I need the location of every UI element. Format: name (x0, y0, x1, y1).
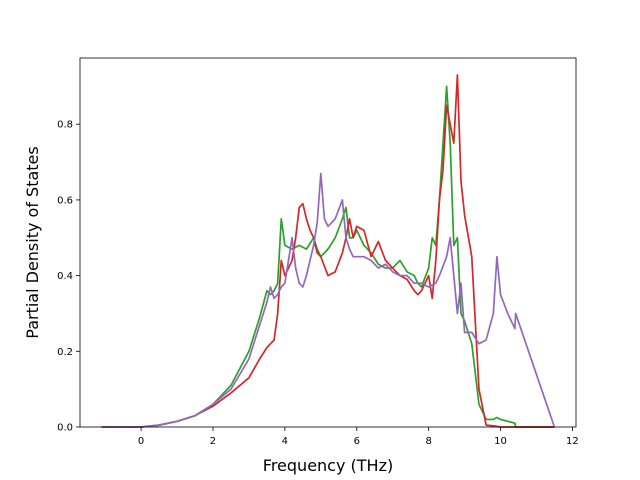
x-axis-ticks: 0 2 4 6 8 10 12 (138, 427, 579, 447)
axes-frame (79, 57, 577, 428)
y-axis-ticks: 0.0 0.2 0.4 0.6 0.8 (57, 120, 80, 434)
y-tick-label: 0.8 (57, 120, 73, 131)
x-tick-label: 6 (354, 436, 360, 447)
x-tick-label: 0 (138, 436, 144, 447)
y-tick-label: 0.0 (57, 423, 73, 434)
y-tick-label: 0.4 (57, 271, 73, 282)
x-tick-label: 2 (210, 436, 216, 447)
x-tick-label: 10 (494, 436, 507, 447)
plot-lines (101, 74, 556, 428)
x-axis-label: Frequency (THz) (263, 456, 393, 475)
y-axis-label: Partial Density of States (23, 146, 42, 338)
x-tick-label: 8 (425, 436, 431, 447)
x-tick-label: 12 (566, 436, 579, 447)
y-tick-label: 0.6 (57, 195, 73, 206)
series-line-2 (101, 74, 555, 428)
series-line-3 (101, 172, 556, 428)
y-tick-label: 0.2 (57, 347, 73, 358)
x-tick-label: 4 (282, 436, 288, 447)
